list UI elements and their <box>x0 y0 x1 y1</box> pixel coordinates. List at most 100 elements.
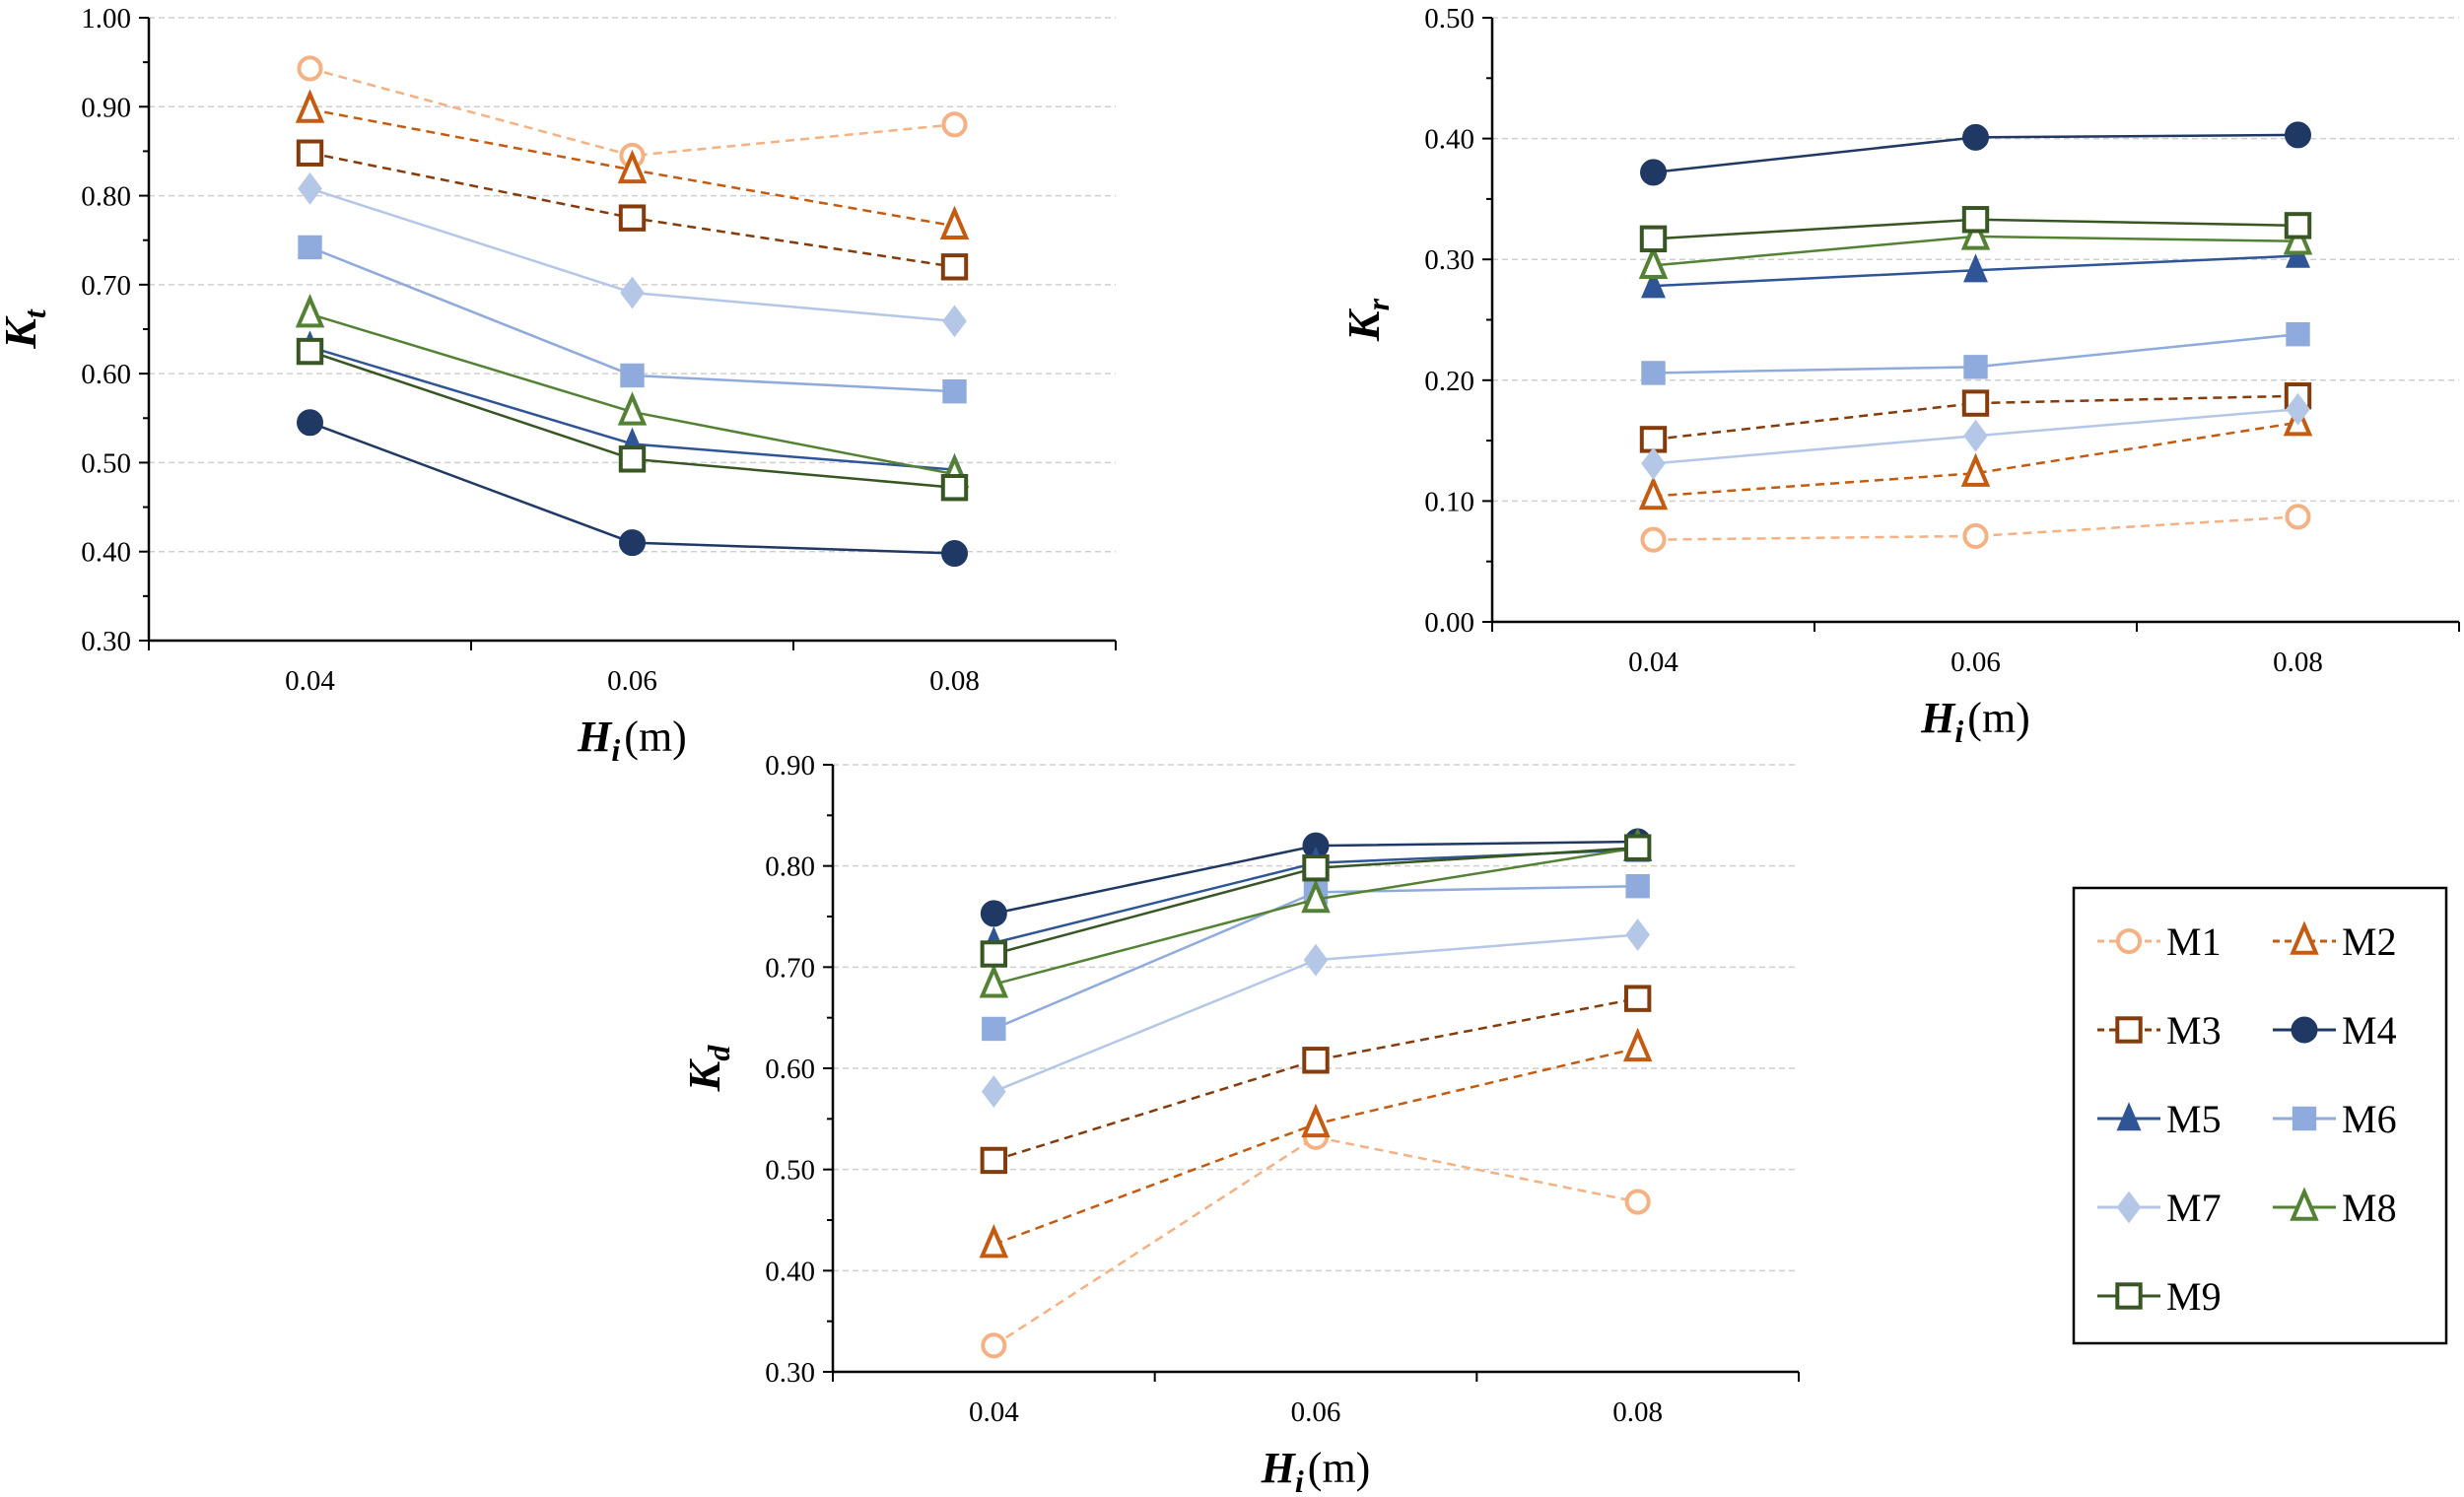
y-axis-title-sub: t <box>17 308 52 318</box>
data-point <box>620 363 645 388</box>
y-tick-label: 0.50 <box>81 447 131 479</box>
x-axis-title-unit: (m) <box>1967 694 2030 742</box>
data-point <box>1624 1189 1651 1215</box>
x-axis-title: Hi(m) <box>577 713 687 768</box>
legend-label: M4 <box>2342 1008 2397 1053</box>
y-tick-label: 0.30 <box>81 626 131 657</box>
data-point <box>298 235 322 260</box>
x-axis-title-unit: (m) <box>624 713 687 761</box>
chart-kd: 0.30 0.40 0.50 0.60 0.70 0.80 0.90 0.04 0.06 0.08… <box>679 750 1800 1497</box>
legend-label: M9 <box>2166 1274 2222 1319</box>
y-tick-label: 0.40 <box>81 537 131 569</box>
data-point <box>1641 361 1666 385</box>
x-tick-label: 0.04 <box>969 1396 1019 1428</box>
data-point <box>298 171 322 205</box>
legend-marker <box>2116 1191 2142 1224</box>
legend: M1 M2 M3 M4 M5 M6 M7 M8 M9 <box>2072 886 2448 1345</box>
x-axis-title: Hi(m) <box>1261 1444 1371 1497</box>
series-M3 <box>296 139 969 281</box>
x-tick-label: 0.08 <box>1612 1396 1663 1428</box>
legend-item-M3: M3 <box>2097 1008 2222 1053</box>
y-tick-label: 1.00 <box>81 3 131 34</box>
x-axis-title-sub: i <box>611 732 620 768</box>
y-tick-label: 0.60 <box>81 359 131 390</box>
data-point <box>1302 1047 1330 1074</box>
data-point <box>617 149 648 184</box>
data-point <box>2286 392 2310 426</box>
x-tick-label: 0.04 <box>1628 646 1678 678</box>
legend-label: M3 <box>2166 1008 2222 1053</box>
data-point <box>1963 253 1988 283</box>
x-axis-title-main: H <box>577 713 613 761</box>
data-point <box>297 409 323 437</box>
y-axis-title-sub: r <box>1360 298 1396 310</box>
y-tick-label: 0.90 <box>765 750 815 782</box>
x-tick-label: 0.06 <box>607 665 657 697</box>
data-point <box>942 379 967 404</box>
series-M9 <box>980 834 1652 968</box>
x-axis-title-main: H <box>1261 1444 1297 1492</box>
y-tick-label: 0.60 <box>765 1054 815 1085</box>
data-point <box>1961 206 1990 234</box>
y-tick-label: 0.50 <box>1424 3 1474 34</box>
legend-marker <box>2290 920 2319 955</box>
legend-marker <box>2292 1106 2317 1131</box>
series-M7 <box>1641 392 2310 480</box>
data-point <box>942 305 967 338</box>
legend-marker <box>2115 927 2143 955</box>
data-point <box>980 1146 1008 1175</box>
data-point <box>982 1016 1006 1042</box>
data-point <box>940 474 969 502</box>
series-M2 <box>1638 402 2313 510</box>
data-point <box>1963 419 1988 452</box>
data-point <box>1640 159 1667 186</box>
y-tick-label: 0.70 <box>765 952 815 984</box>
legend-label: M5 <box>2166 1097 2222 1141</box>
data-point <box>1960 452 1991 487</box>
data-point <box>2283 221 2313 255</box>
data-point <box>1641 446 1666 480</box>
series-line <box>1653 394 2298 442</box>
data-point <box>982 1075 1006 1109</box>
legend-marker <box>2115 1016 2143 1044</box>
data-point <box>941 540 968 568</box>
series-M1 <box>1640 504 2311 553</box>
data-point <box>1301 1103 1331 1138</box>
data-point <box>2285 504 2311 530</box>
legend-item-M6: M6 <box>2273 1097 2397 1141</box>
legend-marker <box>2116 1102 2142 1131</box>
data-point <box>1641 269 1666 299</box>
chart-kr: 0.00 0.10 0.20 0.30 0.40 0.50 0.04 0.06 0.08 Hi(m… <box>1338 3 2460 749</box>
legend-marker <box>2290 1187 2319 1221</box>
x-tick-label: 0.06 <box>1951 646 2001 678</box>
y-tick-label: 0.80 <box>765 851 815 883</box>
data-point <box>2284 212 2312 239</box>
legend-label: M2 <box>2342 919 2397 964</box>
series-M8 <box>1638 216 2313 280</box>
x-axis-title: Hi(m) <box>1920 694 2030 749</box>
y-tick-label: 0.40 <box>765 1256 815 1287</box>
legend-marker <box>2291 1016 2318 1044</box>
series-M6 <box>1641 322 2310 385</box>
y-axis-title-main: K <box>1338 307 1389 342</box>
x-axis-title-sub: i <box>1295 1463 1304 1497</box>
data-point <box>1961 389 1990 417</box>
legend-label: M1 <box>2166 919 2222 964</box>
data-point <box>979 964 1009 998</box>
legend-item-M1: M1 <box>2097 919 2222 964</box>
data-point <box>620 276 645 309</box>
y-tick-label: 0.10 <box>1424 486 1474 517</box>
y-axis-title: Kr <box>1338 298 1396 342</box>
y-axis-title-sub: d <box>701 1045 736 1061</box>
data-point <box>1625 874 1650 899</box>
data-point <box>295 293 325 328</box>
series-line <box>992 1135 1638 1347</box>
y-tick-label: 0.00 <box>1424 607 1474 639</box>
data-point <box>619 529 646 557</box>
data-point <box>979 1223 1009 1259</box>
data-point <box>617 391 648 426</box>
series-line <box>1653 421 2298 498</box>
data-point <box>939 205 970 239</box>
chart-kt: 0.30 0.40 0.50 0.60 0.70 0.80 0.90 1.00 0.04 0.06… <box>0 3 1117 768</box>
